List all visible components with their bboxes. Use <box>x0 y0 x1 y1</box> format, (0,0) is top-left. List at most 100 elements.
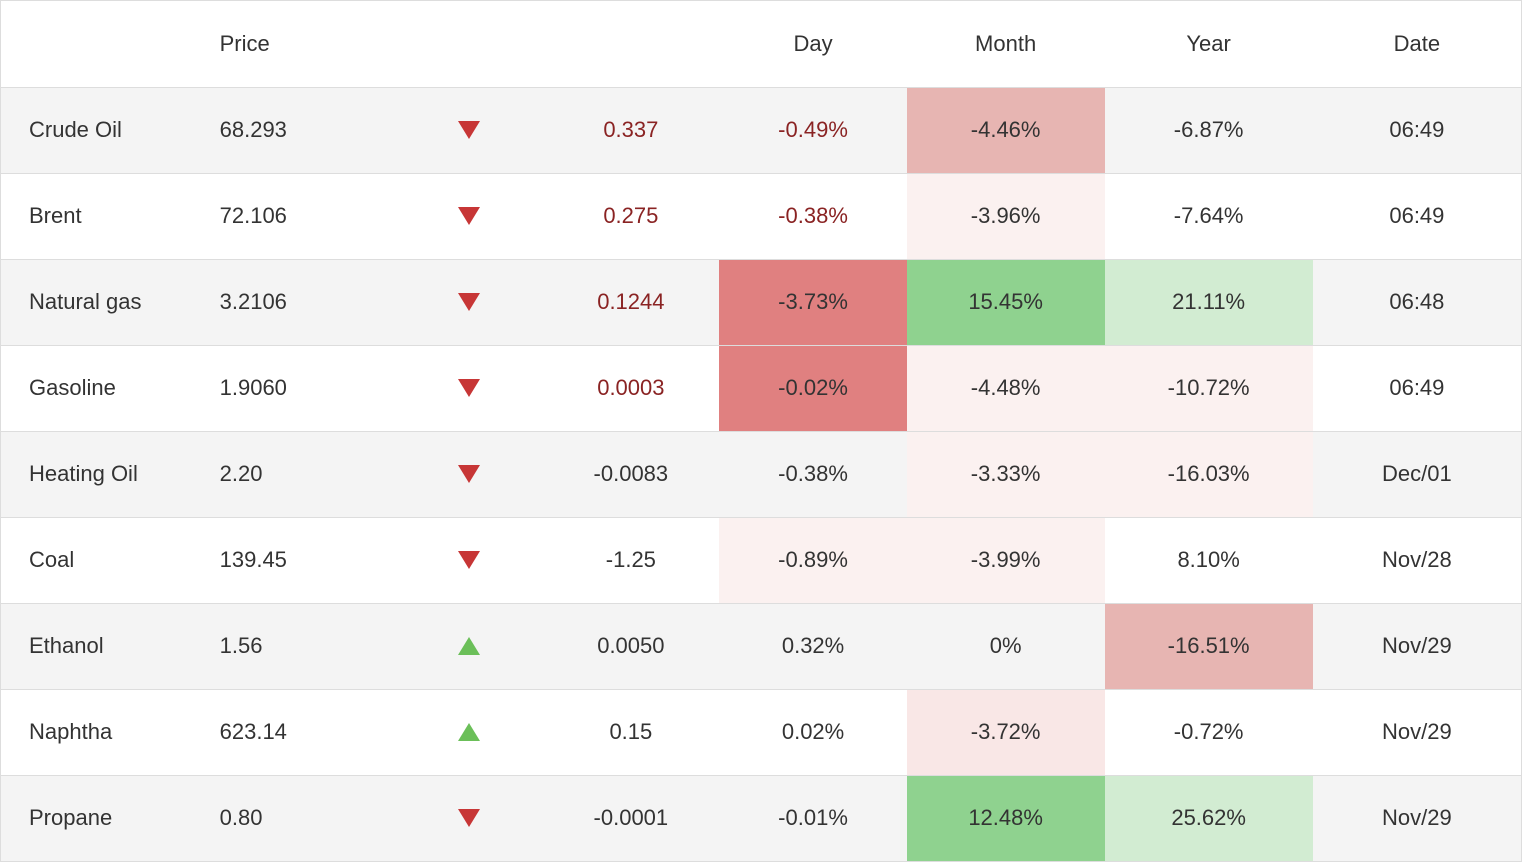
commodities-table: Price Day Month Year Date Crude Oil68.29… <box>0 0 1522 862</box>
date-value: 06:49 <box>1313 173 1521 259</box>
month-percent: -3.72% <box>907 689 1105 775</box>
date-value: Nov/29 <box>1313 603 1521 689</box>
change-value: -0.0001 <box>542 775 719 861</box>
change-value: 0.1244 <box>542 259 719 345</box>
table-row[interactable]: Crude Oil68.293 0.337-0.49%-4.46%-6.87%06… <box>1 87 1521 173</box>
table-row[interactable]: Natural gas3.21060.1244-3.73%15.45%21.11… <box>1 259 1521 345</box>
date-value: Nov/29 <box>1313 775 1521 861</box>
date-value: 06:48 <box>1313 259 1521 345</box>
year-percent: -10.72% <box>1105 345 1313 431</box>
change-value: 0.337 <box>542 87 719 173</box>
triangle-down-icon <box>458 809 480 827</box>
commodity-name[interactable]: Coal <box>1 517 220 603</box>
table-row[interactable]: Heating Oil2.20 -0.0083-0.38%-3.33%-16.03… <box>1 431 1521 517</box>
day-percent: 0.02% <box>719 689 906 775</box>
date-value: 06:49 <box>1313 345 1521 431</box>
day-percent: -0.01% <box>719 775 906 861</box>
month-percent: -4.48% <box>907 345 1105 431</box>
day-percent: -0.89% <box>719 517 906 603</box>
day-percent: -0.38% <box>719 173 906 259</box>
table-row[interactable]: Coal139.45 -1.25-0.89%-3.99%8.10%Nov/28 <box>1 517 1521 603</box>
price-value: 1.9060 <box>220 345 397 431</box>
month-percent: -3.99% <box>907 517 1105 603</box>
year-percent: 21.11% <box>1105 259 1313 345</box>
change-value: -0.0083 <box>542 431 719 517</box>
header-date[interactable]: Date <box>1313 1 1521 87</box>
month-percent: 12.48% <box>907 775 1105 861</box>
triangle-down-icon <box>458 551 480 569</box>
date-value: Nov/29 <box>1313 689 1521 775</box>
commodity-name[interactable]: Natural gas <box>1 259 220 345</box>
table-row[interactable]: Brent72.106 0.275-0.38%-3.96%-7.64%06:49 <box>1 173 1521 259</box>
day-percent: -0.38% <box>719 431 906 517</box>
direction-cell <box>397 431 543 517</box>
commodity-name[interactable]: Brent <box>1 173 220 259</box>
direction-cell <box>397 259 543 345</box>
direction-cell <box>397 87 543 173</box>
date-value: Dec/01 <box>1313 431 1521 517</box>
change-value: 0.15 <box>542 689 719 775</box>
triangle-down-icon <box>458 465 480 483</box>
commodity-name[interactable]: Propane <box>1 775 220 861</box>
price-table: Price Day Month Year Date Crude Oil68.29… <box>1 1 1521 861</box>
month-percent: -3.96% <box>907 173 1105 259</box>
year-percent: -16.03% <box>1105 431 1313 517</box>
direction-cell <box>397 603 543 689</box>
table-body: Crude Oil68.2930.337-0.49%-4.46%-6.87%06… <box>1 87 1521 861</box>
header-day[interactable]: Day <box>719 1 906 87</box>
table-header: Price Day Month Year Date <box>1 1 1521 87</box>
commodity-name[interactable]: Gasoline <box>1 345 220 431</box>
commodity-name[interactable]: Naphtha <box>1 689 220 775</box>
year-percent: -6.87% <box>1105 87 1313 173</box>
day-percent: -0.49% <box>719 87 906 173</box>
change-value: 0.0050 <box>542 603 719 689</box>
direction-cell <box>397 173 543 259</box>
price-value: 72.106 <box>220 173 397 259</box>
day-percent: 0.32% <box>719 603 906 689</box>
commodity-name[interactable]: Heating Oil <box>1 431 220 517</box>
year-percent: 8.10% <box>1105 517 1313 603</box>
header-arrow <box>397 1 543 87</box>
direction-cell <box>397 775 543 861</box>
triangle-down-icon <box>458 379 480 397</box>
header-price[interactable]: Price <box>220 1 397 87</box>
price-value: 1.56 <box>220 603 397 689</box>
date-value: 06:49 <box>1313 87 1521 173</box>
direction-cell <box>397 345 543 431</box>
day-percent: -0.02% <box>719 345 906 431</box>
commodity-name[interactable]: Crude Oil <box>1 87 220 173</box>
price-value: 68.293 <box>220 87 397 173</box>
header-row: Price Day Month Year Date <box>1 1 1521 87</box>
triangle-up-icon <box>458 637 480 655</box>
price-value: 2.20 <box>220 431 397 517</box>
header-name[interactable] <box>1 1 220 87</box>
change-value: 0.275 <box>542 173 719 259</box>
price-value: 139.45 <box>220 517 397 603</box>
triangle-down-icon <box>458 121 480 139</box>
table-row[interactable]: Ethanol1.56 0.00500.32%0%-16.51%Nov/29 <box>1 603 1521 689</box>
year-percent: 25.62% <box>1105 775 1313 861</box>
table-row[interactable]: Gasoline1.9060 0.0003-0.02%-4.48%-10.72%0… <box>1 345 1521 431</box>
header-year[interactable]: Year <box>1105 1 1313 87</box>
date-value: Nov/28 <box>1313 517 1521 603</box>
triangle-down-icon <box>458 207 480 225</box>
price-value: 3.2106 <box>220 259 397 345</box>
year-percent: -16.51% <box>1105 603 1313 689</box>
price-value: 623.14 <box>220 689 397 775</box>
change-value: 0.0003 <box>542 345 719 431</box>
table-row[interactable]: Propane0.80 -0.0001-0.01%12.48%25.62%Nov/… <box>1 775 1521 861</box>
table-row[interactable]: Naphtha623.14 0.150.02%-3.72%-0.72%Nov/29 <box>1 689 1521 775</box>
month-percent: 15.45% <box>907 259 1105 345</box>
year-percent: -7.64% <box>1105 173 1313 259</box>
header-month[interactable]: Month <box>907 1 1105 87</box>
direction-cell <box>397 517 543 603</box>
header-change <box>542 1 719 87</box>
month-percent: -3.33% <box>907 431 1105 517</box>
price-value: 0.80 <box>220 775 397 861</box>
change-value: -1.25 <box>542 517 719 603</box>
month-percent: -4.46% <box>907 87 1105 173</box>
year-percent: -0.72% <box>1105 689 1313 775</box>
triangle-up-icon <box>458 723 480 741</box>
month-percent: 0% <box>907 603 1105 689</box>
commodity-name[interactable]: Ethanol <box>1 603 220 689</box>
